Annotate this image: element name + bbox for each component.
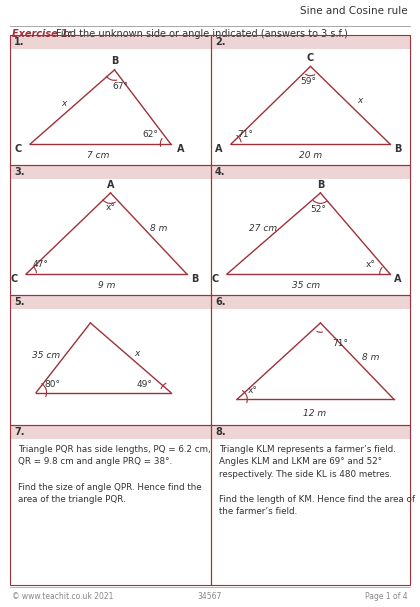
Bar — [10, 165, 211, 295]
Text: C: C — [211, 274, 218, 283]
Text: A: A — [107, 180, 114, 190]
Bar — [211, 35, 410, 165]
Text: 52°: 52° — [310, 205, 326, 214]
Text: 67°: 67° — [113, 81, 129, 90]
Text: 59°: 59° — [301, 77, 317, 86]
Text: A: A — [177, 144, 185, 154]
Text: 49°: 49° — [137, 380, 152, 389]
Text: 2.: 2. — [215, 37, 226, 47]
Text: 62°: 62° — [143, 131, 159, 140]
Bar — [211, 35, 410, 49]
Text: B: B — [394, 144, 402, 154]
Text: 12 m: 12 m — [303, 409, 326, 418]
Text: 8 m: 8 m — [362, 353, 379, 362]
Text: A: A — [215, 144, 223, 154]
Text: 35 cm: 35 cm — [32, 351, 60, 360]
Text: B: B — [317, 180, 324, 190]
Text: x: x — [134, 348, 139, 358]
Text: x°: x° — [365, 260, 375, 270]
Text: C: C — [14, 144, 22, 154]
Text: 4.: 4. — [215, 167, 226, 177]
Bar — [10, 425, 211, 439]
Text: 80°: 80° — [44, 380, 60, 389]
Text: Triangle KLM represents a farmer’s field.
Angles KLM and LKM are 69° and 52°
res: Triangle KLM represents a farmer’s field… — [219, 445, 415, 517]
Text: 8 m: 8 m — [150, 225, 168, 233]
Bar — [10, 35, 211, 165]
Text: x: x — [62, 99, 67, 108]
Text: 47°: 47° — [32, 260, 48, 270]
Bar — [10, 165, 211, 179]
Text: A: A — [394, 274, 402, 283]
Text: 27 cm: 27 cm — [249, 225, 277, 233]
Text: x°: x° — [105, 203, 116, 212]
Text: 6.: 6. — [215, 297, 226, 307]
Text: 8.: 8. — [215, 427, 226, 437]
Bar — [211, 165, 410, 295]
Text: 71°: 71° — [332, 339, 348, 348]
Text: 7.: 7. — [14, 427, 24, 437]
Text: 20 m: 20 m — [299, 151, 322, 160]
Bar — [211, 295, 410, 425]
Text: C: C — [10, 274, 18, 283]
Text: 71°: 71° — [237, 131, 253, 140]
Bar — [10, 35, 211, 49]
Text: Sine and Cosine rule: Sine and Cosine rule — [300, 6, 408, 16]
Text: © www.teachit.co.uk 2021: © www.teachit.co.uk 2021 — [12, 592, 113, 601]
Text: 9 m: 9 m — [98, 281, 115, 290]
Text: x°: x° — [248, 385, 258, 395]
Text: Exercise 1:: Exercise 1: — [12, 29, 72, 39]
Bar — [211, 425, 410, 585]
Bar — [211, 295, 410, 309]
Text: Page 1 of 4: Page 1 of 4 — [365, 592, 408, 601]
Bar — [10, 425, 211, 585]
Text: 34567: 34567 — [198, 592, 222, 601]
Text: 7 cm: 7 cm — [87, 151, 110, 160]
Bar — [10, 295, 211, 309]
Text: Triangle PQR has side lengths, PQ = 6.2 cm,
QR = 9.8 cm and angle PRQ = 38°.

Fi: Triangle PQR has side lengths, PQ = 6.2 … — [18, 445, 210, 504]
Text: 1.: 1. — [14, 37, 24, 47]
Text: B: B — [191, 274, 199, 283]
Text: 35 cm: 35 cm — [292, 281, 320, 290]
Bar — [211, 165, 410, 179]
Text: x: x — [357, 95, 363, 104]
Text: B: B — [111, 56, 118, 66]
Text: Find the unknown side or angle indicated (answers to 3 s.f.): Find the unknown side or angle indicated… — [56, 29, 348, 39]
Bar — [10, 295, 211, 425]
Text: 3.: 3. — [14, 167, 24, 177]
Bar — [211, 425, 410, 439]
Text: 5.: 5. — [14, 297, 24, 307]
Text: C: C — [307, 53, 314, 63]
